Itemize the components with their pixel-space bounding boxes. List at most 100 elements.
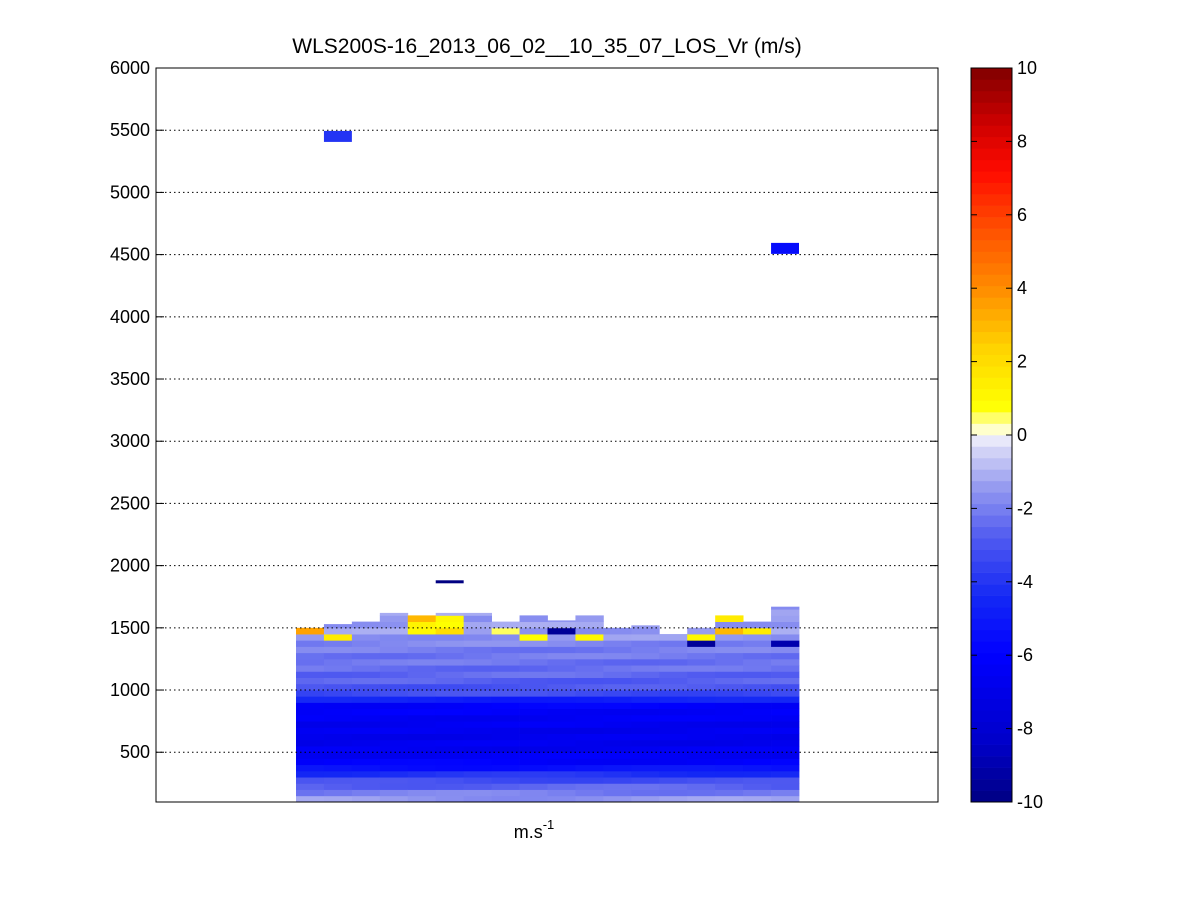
velocity-cell: [407, 733, 437, 741]
velocity-cell: [491, 696, 520, 703]
velocity-cell: [407, 764, 437, 772]
velocity-cell: [407, 783, 437, 790]
velocity-cell: [435, 777, 465, 784]
velocity-cell: [379, 612, 409, 616]
velocity-cell: [463, 721, 493, 728]
velocity-cell: [659, 665, 688, 672]
velocity-cell: [435, 652, 465, 660]
velocity-cell: [743, 683, 772, 691]
velocity-cell: [407, 671, 437, 678]
velocity-cell: [743, 727, 772, 734]
velocity-cell: [743, 702, 772, 710]
colorbar-band: [971, 584, 1012, 596]
velocity-cell: [771, 702, 800, 710]
velocity-cell: [296, 702, 325, 710]
velocity-cell: [323, 746, 353, 753]
velocity-cell: [296, 795, 325, 803]
colorbar-band: [971, 366, 1012, 378]
velocity-cell: [743, 795, 772, 803]
velocity-cell: [491, 746, 520, 753]
velocity-cell: [771, 658, 800, 666]
velocity-cell: [631, 690, 660, 697]
velocity-cell: [603, 758, 632, 766]
velocity-cell: [687, 714, 716, 722]
velocity-cell: [659, 752, 688, 759]
velocity-cell: [659, 714, 688, 722]
colorbar-band: [971, 595, 1012, 608]
velocity-cell: [603, 634, 632, 641]
colorbar-band: [971, 526, 1012, 539]
colorbar-band: [971, 343, 1012, 356]
velocity-cell: [435, 640, 465, 647]
velocity-cell: [715, 758, 744, 766]
velocity-cell: [351, 789, 381, 797]
velocity-cell: [407, 677, 437, 685]
velocity-cell: [575, 702, 604, 710]
velocity-cell: [659, 677, 688, 685]
y-tick-label: 2500: [110, 493, 150, 513]
velocity-cell: [323, 677, 353, 685]
velocity-cell: [631, 625, 660, 629]
colorbar-band: [971, 572, 1012, 585]
velocity-cell: [687, 696, 716, 703]
velocity-cell: [351, 714, 381, 722]
velocity-cell: [743, 634, 772, 641]
velocity-cell: [575, 658, 604, 666]
velocity-cell: [771, 733, 800, 741]
velocity-cell: [407, 702, 437, 710]
velocity-cell: [659, 764, 688, 772]
velocity-cell: [687, 727, 716, 734]
velocity-cell: [407, 721, 437, 728]
velocity-cell: [575, 727, 604, 734]
velocity-cell: [463, 677, 493, 685]
velocity-cell: [407, 770, 437, 778]
colorbar-band: [971, 205, 1012, 218]
velocity-cell: [575, 795, 604, 803]
velocity-cell: [519, 752, 548, 759]
plot-frame: [155, 67, 939, 803]
velocity-cell: [603, 789, 632, 797]
velocity-cell: [575, 683, 604, 691]
velocity-cell: [575, 696, 604, 703]
velocity-cell: [603, 690, 632, 697]
velocity-cell: [659, 795, 688, 803]
velocity-cell: [379, 627, 409, 635]
velocity-cell: [435, 696, 465, 703]
velocity-cell: [296, 665, 325, 672]
velocity-cell: [323, 652, 353, 660]
velocity-cell: [519, 708, 548, 716]
velocity-cell: [771, 677, 800, 685]
colorbar-band: [971, 652, 1012, 665]
velocity-cell: [715, 727, 744, 734]
velocity-cell: [715, 640, 744, 647]
velocity-cell: [407, 634, 437, 641]
velocity-cell: [323, 764, 353, 772]
velocity-cell: [463, 612, 493, 616]
velocity-cell: [379, 714, 409, 722]
velocity-cell: [743, 646, 772, 654]
velocity-cell: [323, 624, 353, 629]
velocity-cell: [463, 646, 493, 654]
colorbar-band: [971, 607, 1012, 619]
velocity-cell: [296, 727, 325, 734]
velocity-cell: [519, 665, 548, 672]
velocity-cell: [296, 714, 325, 722]
velocity-cell: [687, 746, 716, 753]
velocity-cell: [323, 665, 353, 672]
velocity-cell: [603, 627, 632, 635]
velocity-cell: [519, 758, 548, 766]
velocity-cell: [407, 696, 437, 703]
velocity-cell: [296, 758, 325, 766]
velocity-cell: [547, 764, 576, 772]
velocity-cell: [463, 690, 493, 697]
velocity-cell: [715, 708, 744, 716]
velocity-cell: [715, 677, 744, 685]
y-tick-label: 1000: [110, 680, 150, 700]
velocity-cell: [715, 658, 744, 666]
colorbar-band: [971, 400, 1012, 413]
velocity-cell: [743, 671, 772, 678]
velocity-cell: [547, 621, 576, 629]
velocity-cell: [575, 783, 604, 790]
velocity-cell: [435, 671, 465, 678]
velocity-cell: [296, 658, 325, 666]
